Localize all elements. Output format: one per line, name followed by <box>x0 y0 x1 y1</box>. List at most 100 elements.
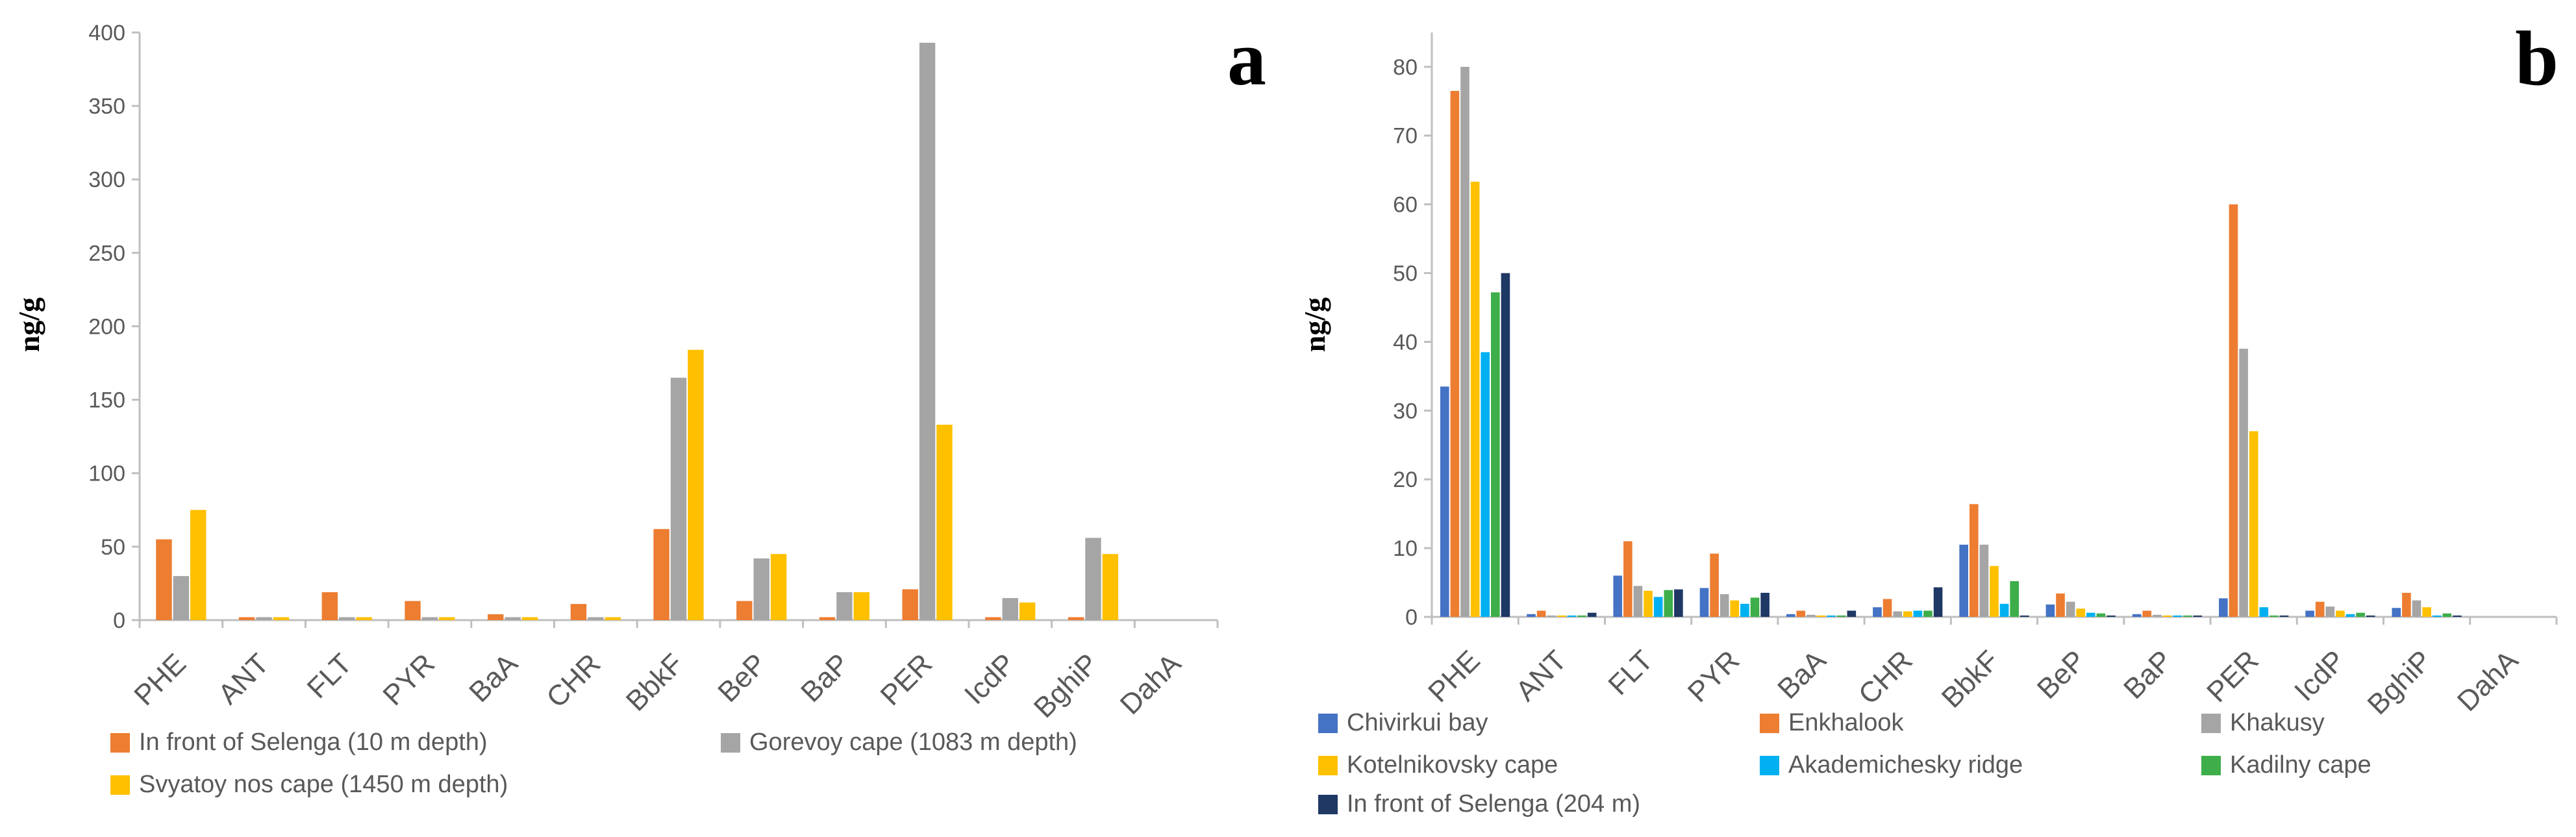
x-tick-label: BaA <box>463 647 524 708</box>
x-tick-label: PHE <box>128 647 192 712</box>
bar-b-kotelnikovsky-cape-ant <box>1557 615 1566 617</box>
x-tick-label: BeP <box>2031 644 2092 705</box>
bar-a-gorevoy-cape-1083-m-depth--bep <box>753 558 769 620</box>
bar-b-khakusy-icdp <box>2325 606 2335 617</box>
bar-b-khakusy-bap <box>2153 614 2162 617</box>
bar-a-gorevoy-cape-1083-m-depth--chr <box>588 617 604 620</box>
y-tick-label: 10 <box>1393 536 1418 561</box>
bar-b-enkhalook-icdp <box>2315 601 2325 617</box>
bar-b-chivirkui-bay-bghip <box>2392 608 2401 617</box>
bar-b-enkhalook-phe <box>1450 91 1460 617</box>
y-tick-label: 20 <box>1393 468 1418 492</box>
bar-b-akademichesky-ridge-phe <box>1481 352 1490 617</box>
bar-b-chivirkui-bay-ant <box>1527 614 1536 617</box>
bar-b-in-front-of-selenga-204-m--bbkf <box>2020 615 2029 617</box>
y-axis-label: ng/g <box>12 297 45 352</box>
bar-b-kadilny-cape-bghip <box>2442 613 2452 617</box>
bar-b-kadilny-cape-bap <box>2182 615 2192 617</box>
bar-a-in-front-of-selenga-10-m-depth--bbkf <box>653 529 669 620</box>
bar-a-in-front-of-selenga-10-m-depth--baa <box>488 614 504 620</box>
bar-b-chivirkui-bay-pyr <box>1699 588 1709 617</box>
bar-b-akademichesky-ridge-flt <box>1653 597 1663 617</box>
bar-b-khakusy-bghip <box>2412 600 2421 617</box>
bar-b-kadilny-cape-pyr <box>1750 597 1760 617</box>
bar-b-enkhalook-bbkf <box>1969 504 1979 617</box>
bar-b-akademichesky-ridge-chr <box>1913 610 1923 617</box>
bar-b-chivirkui-bay-bbkf <box>1959 544 1968 617</box>
legend-swatch <box>1318 756 1338 775</box>
bar-a-svyatoy-nos-cape-1450-m-depth--pyr <box>439 617 455 620</box>
bar-b-kadilny-cape-baa <box>1836 615 1846 617</box>
bar-a-gorevoy-cape-1083-m-depth--flt <box>339 617 355 620</box>
bar-b-in-front-of-selenga-204-m--ant <box>1587 612 1597 617</box>
legend-label: In front of Selenga (204 m) <box>1347 790 1640 818</box>
x-tick-label: ANT <box>212 647 275 710</box>
bar-b-in-front-of-selenga-204-m--pyr <box>1760 592 1769 617</box>
chart-panel-b: 0 10 20 30 40 50 60 70 80 PHE ANT FLT PYR BaA CHR BbkF B… <box>1298 15 2558 818</box>
bar-b-kadilny-cape-bep <box>2096 613 2106 617</box>
bar-b-kotelnikovsky-cape-per <box>2249 431 2258 617</box>
y-tick-label: 250 <box>88 241 125 266</box>
bar-a-svyatoy-nos-cape-1450-m-depth--bap <box>853 592 869 620</box>
legend-label: Kadilny cape <box>2230 751 2371 779</box>
bar-a-in-front-of-selenga-10-m-depth--bghip <box>1068 617 1084 620</box>
bar-b-kotelnikovsky-cape-bep <box>2076 608 2086 617</box>
bar-a-gorevoy-cape-1083-m-depth--ant <box>256 617 272 620</box>
x-tick-label: BbkF <box>1936 644 2005 714</box>
x-tick-label: PHE <box>1422 644 1486 708</box>
bar-a-in-front-of-selenga-10-m-depth--icdp <box>985 617 1001 620</box>
bar-a-svyatoy-nos-cape-1450-m-depth--bep <box>770 554 787 620</box>
bar-a-svyatoy-nos-cape-1450-m-depth--per <box>936 425 953 620</box>
y-tick-label: 40 <box>1393 330 1418 355</box>
bar-a-in-front-of-selenga-10-m-depth--bap <box>819 617 836 620</box>
legend-label: Khakusy <box>2230 709 2325 736</box>
bar-b-khakusy-per <box>2239 349 2248 617</box>
x-tick-label: BaP <box>795 647 855 708</box>
bar-b-kadilny-cape-bbkf <box>2010 581 2020 617</box>
x-tick-label: CHR <box>540 647 606 714</box>
bar-b-in-front-of-selenga-204-m--icdp <box>2366 615 2375 617</box>
chart-panel-a: 0 50 100 150 200 250 300 350 400 PHE ANT FLT PYR BaA C… <box>12 15 1266 798</box>
bar-b-akademichesky-ridge-bbkf <box>1999 603 2009 617</box>
bar-b-in-front-of-selenga-204-m--per <box>2279 615 2289 617</box>
x-tick-label: IcdP <box>958 647 1021 710</box>
legend-swatch <box>1318 714 1338 733</box>
bar-b-khakusy-pyr <box>1719 594 1729 617</box>
bar-b-chivirkui-bay-chr <box>1873 607 1882 617</box>
bar-a-svyatoy-nos-cape-1450-m-depth--bghip <box>1102 554 1119 620</box>
x-tick-label: DahA <box>1114 647 1188 721</box>
bar-b-kotelnikovsky-cape-chr <box>1903 611 1912 617</box>
bar-b-kadilny-cape-phe <box>1491 292 1500 617</box>
bar-b-enkhalook-flt <box>1623 541 1632 617</box>
bar-a-in-front-of-selenga-10-m-depth--phe <box>156 539 172 620</box>
legend-swatch <box>2201 756 2221 775</box>
x-tick-label: BaA <box>1771 644 1832 705</box>
legend-label: Svyatoy nos cape (1450 m depth) <box>139 771 508 798</box>
bar-b-enkhalook-bghip <box>2402 592 2411 617</box>
bar-b-chivirkui-bay-phe <box>1440 386 1449 617</box>
legend-label: In front of Selenga (10 m depth) <box>139 729 488 756</box>
bar-a-gorevoy-cape-1083-m-depth--bghip <box>1085 538 1101 620</box>
bar-a-svyatoy-nos-cape-1450-m-depth--chr <box>605 617 621 620</box>
x-tick-label: PER <box>875 647 939 712</box>
bar-b-enkhalook-bep <box>2056 593 2065 617</box>
bar-b-akademichesky-ridge-bghip <box>2432 615 2442 617</box>
bar-b-akademichesky-ridge-bep <box>2086 612 2095 617</box>
y-tick-label: 100 <box>88 462 125 486</box>
legend-label: Chivirkui bay <box>1347 709 1488 736</box>
bar-b-in-front-of-selenga-204-m--phe <box>1501 273 1510 617</box>
bar-a-svyatoy-nos-cape-1450-m-depth--baa <box>521 617 538 620</box>
legend-label: Enkhalook <box>1788 709 1904 736</box>
bar-a-in-front-of-selenga-10-m-depth--ant <box>238 617 255 620</box>
y-tick-label: 80 <box>1393 55 1418 80</box>
bar-b-khakusy-phe <box>1460 66 1469 618</box>
legend-swatch <box>1760 756 1779 775</box>
x-tick-label: PER <box>2201 644 2265 708</box>
bar-b-in-front-of-selenga-204-m--bghip <box>2453 615 2462 617</box>
bar-b-chivirkui-bay-bep <box>2045 604 2055 617</box>
bar-a-gorevoy-cape-1083-m-depth--bbkf <box>670 377 687 620</box>
bar-b-in-front-of-selenga-204-m--chr <box>1933 587 1943 617</box>
legend-swatch <box>110 775 130 795</box>
panel-letter: a <box>1227 15 1266 101</box>
bar-b-kotelnikovsky-cape-bbkf <box>1990 566 1999 617</box>
